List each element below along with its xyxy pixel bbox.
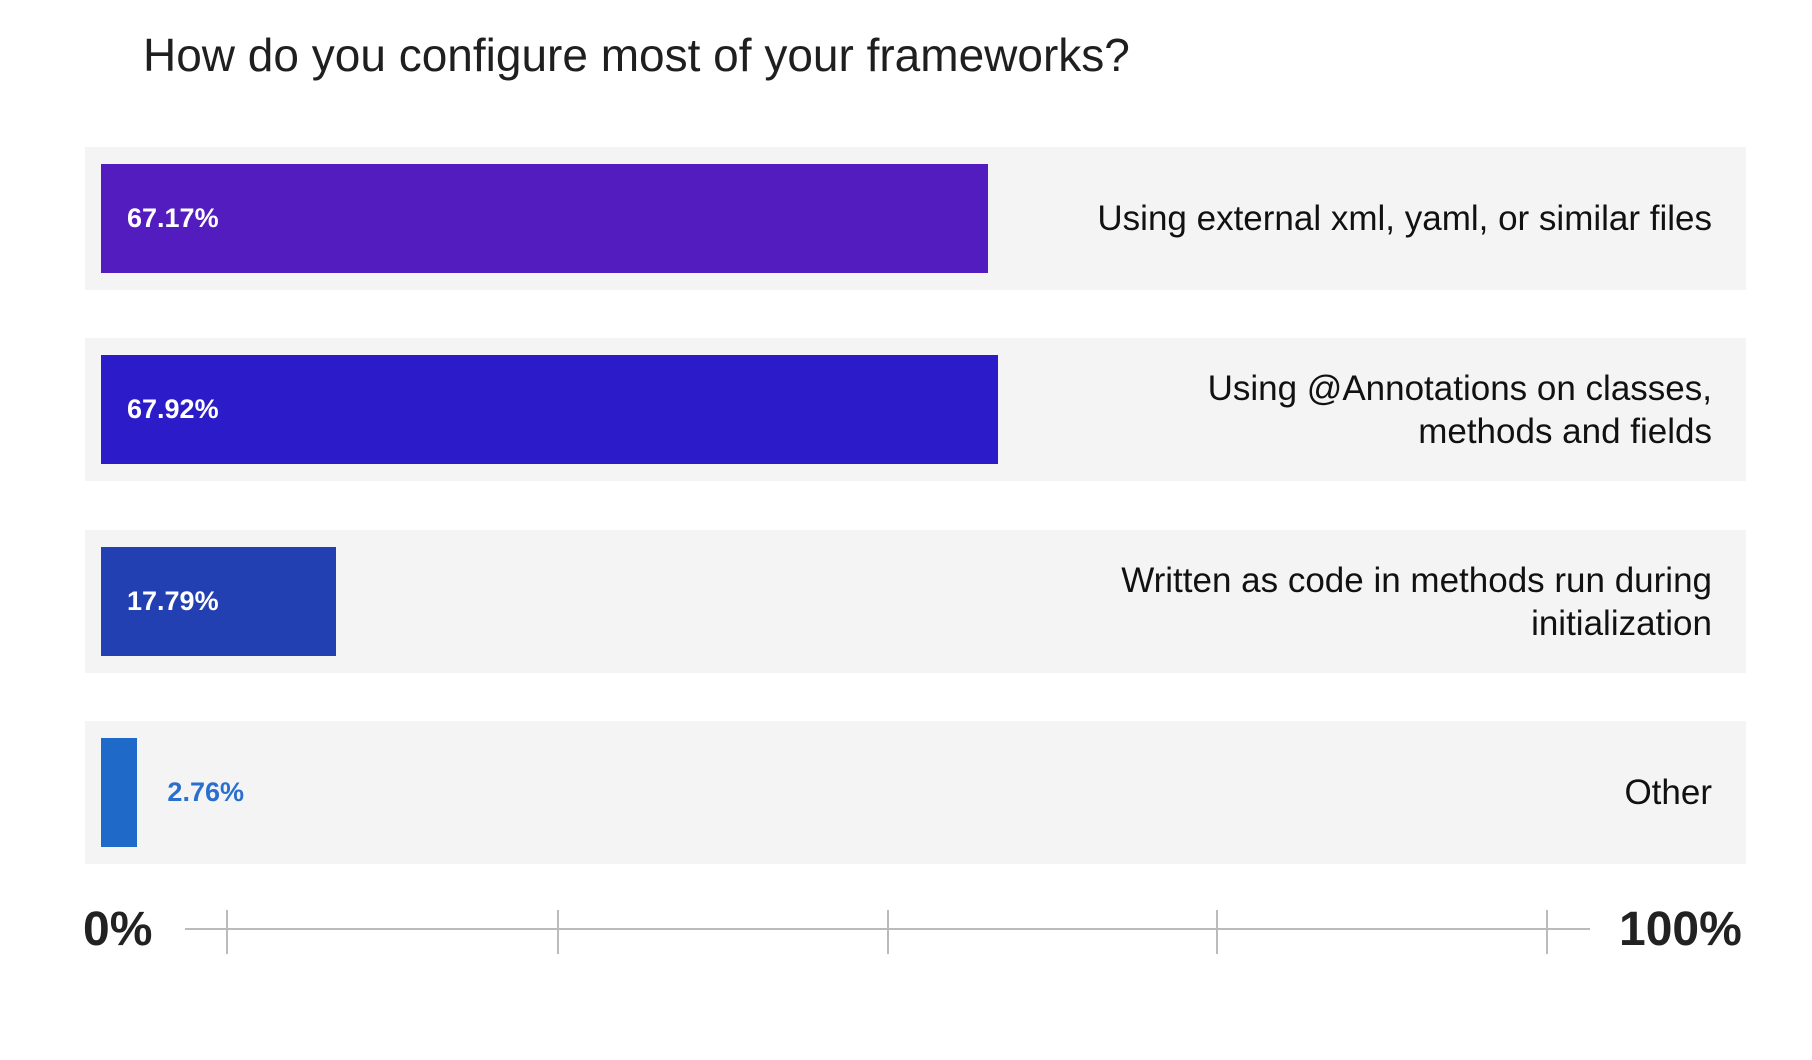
bar-row: 67.17% Using external xml, yaml, or simil… <box>85 147 1746 290</box>
bar-value-label: 67.92% <box>127 394 219 424</box>
bar <box>101 164 988 273</box>
bar-row: 2.76% Other <box>85 721 1746 864</box>
axis-start-label: 0% <box>83 903 153 956</box>
category-label: Using external xml, yaml, or similar fil… <box>1097 199 1712 238</box>
category-label: Using @Annotations on classes, methods a… <box>1207 368 1712 451</box>
bar <box>101 547 336 656</box>
bar-value-label: 2.76% <box>167 777 244 807</box>
x-axis-ticks <box>226 910 1548 954</box>
chart-title: How do you configure most of your framew… <box>143 29 1130 81</box>
axis-end-label: 100% <box>1619 903 1742 956</box>
bar-row: 17.79% Written as code in methods run dur… <box>85 530 1746 673</box>
bar <box>101 738 138 847</box>
bar <box>101 355 998 464</box>
category-label: Other <box>1624 773 1712 812</box>
bar-value-label: 17.79% <box>127 586 219 616</box>
bar-row: 67.92% Using @Annotations on classes, met… <box>85 338 1746 481</box>
category-label: Written as code in methods run during in… <box>1121 560 1712 643</box>
bar-value-label: 67.17% <box>127 203 219 233</box>
